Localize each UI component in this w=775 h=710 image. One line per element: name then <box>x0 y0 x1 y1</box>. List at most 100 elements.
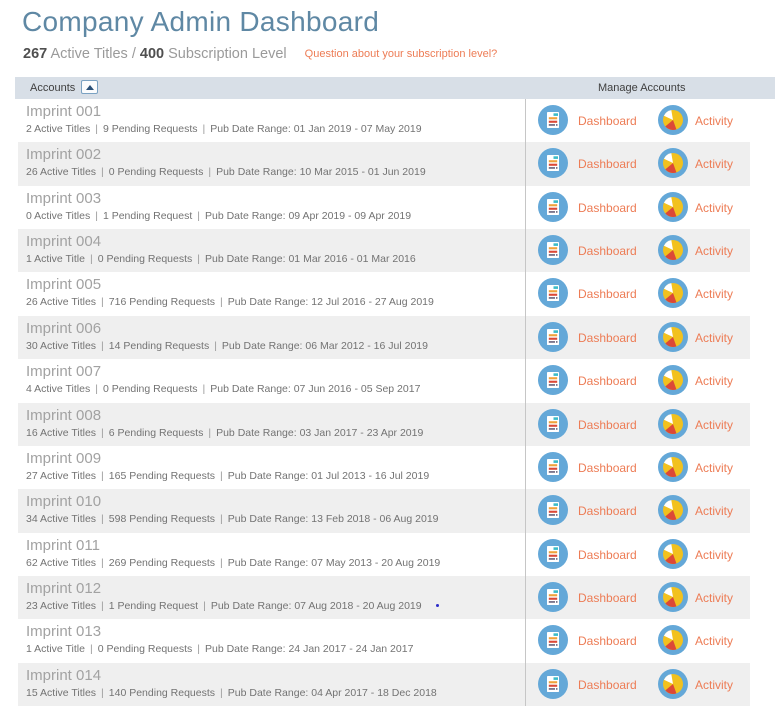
activity-icon[interactable] <box>658 191 688 222</box>
activity-link[interactable]: Activity <box>695 418 733 432</box>
activity-link-label: Activity <box>695 417 734 432</box>
activity-icon[interactable] <box>658 668 688 699</box>
dashboard-link-label: Dashboard <box>578 157 637 172</box>
dashboard-icon[interactable] <box>538 148 568 179</box>
account-name: Imprint 003 <box>26 189 102 207</box>
dashboard-link[interactable]: Dashboard <box>578 331 637 345</box>
activity-link-label: Activity <box>695 200 734 215</box>
activity-link[interactable]: Activity <box>695 591 733 605</box>
activity-link[interactable]: Activity <box>695 157 733 171</box>
dashboard-link-label: Dashboard <box>578 330 637 345</box>
activity-icon[interactable] <box>658 581 688 612</box>
activity-icon[interactable] <box>658 105 688 135</box>
active-titles-count: 267 <box>23 46 48 62</box>
account-row: Imprint 001 2 Active Titles | 9 Pending Re… <box>18 99 750 143</box>
stats-separator: | <box>197 253 200 266</box>
subscription-question-link[interactable]: Question about your subscription level? <box>304 48 498 60</box>
stats-separator: | <box>95 209 98 222</box>
dashboard-icon[interactable] <box>538 278 568 309</box>
account-pub-date-range: Pub Date Range: 07 Jun 2016 - 05 Sep 201… <box>210 383 421 396</box>
activity-icon[interactable] <box>658 278 688 309</box>
dashboard-link[interactable]: Dashboard <box>578 157 637 171</box>
activity-icon[interactable] <box>658 495 688 526</box>
activity-link-label: Activity <box>695 677 734 692</box>
account-active-titles: 0 Active Titles <box>26 209 91 222</box>
account-active-titles: 4 Active Titles <box>26 383 91 396</box>
account-pub-date-range: Pub Date Range: 07 May 2013 - 20 Aug 201… <box>227 556 441 569</box>
dashboard-icon[interactable] <box>538 235 568 266</box>
dashboard-icon[interactable] <box>538 451 568 482</box>
account-stats: 4 Active Titles | 0 Pending Requests | Pub D… <box>18 383 750 396</box>
activity-link[interactable]: Activity <box>695 374 733 388</box>
dashboard-link[interactable]: Dashboard <box>578 591 637 605</box>
account-pending-requests: 14 Pending Requests <box>108 339 210 352</box>
dashboard-link[interactable]: Dashboard <box>578 548 637 562</box>
account-name: Imprint 013 <box>26 623 102 641</box>
dashboard-link[interactable]: Dashboard <box>578 504 637 518</box>
activity-icon[interactable] <box>658 451 688 482</box>
dashboard-link-label: Dashboard <box>578 504 637 519</box>
stats-separator: | <box>220 296 223 309</box>
activity-link[interactable]: Activity <box>695 287 733 301</box>
activity-link[interactable]: Activity <box>695 504 733 518</box>
activity-link[interactable]: Activity <box>695 244 733 258</box>
account-pending-requests: 6 Pending Requests <box>108 426 204 439</box>
dashboard-icon[interactable] <box>538 495 568 526</box>
activity-link-label: Activity <box>695 460 734 475</box>
activity-icon[interactable] <box>658 235 688 266</box>
activity-link[interactable]: Activity <box>695 114 733 128</box>
account-active-titles: 16 Active Titles <box>26 426 97 439</box>
activity-icon[interactable] <box>658 538 688 569</box>
dashboard-icon[interactable] <box>538 668 568 699</box>
dashboard-icon[interactable] <box>538 581 568 612</box>
dashboard-icon[interactable] <box>538 538 568 569</box>
dashboard-link[interactable]: Dashboard <box>578 114 637 128</box>
account-pub-date-range: Pub Date Range: 01 Jul 2013 - 16 Jul 201… <box>227 469 430 482</box>
account-row: Imprint 010 34 Active Titles | 598 Pending… <box>18 489 750 533</box>
dashboard-icon[interactable] <box>538 105 568 135</box>
dashboard-link-label: Dashboard <box>578 677 637 692</box>
account-pub-date-range: Pub Date Range: 09 Apr 2019 - 09 Apr 201… <box>205 209 412 222</box>
dashboard-link[interactable]: Dashboard <box>578 418 637 432</box>
dashboard-icon[interactable] <box>538 321 568 352</box>
dashboard-link[interactable]: Dashboard <box>578 678 637 692</box>
activity-icon[interactable] <box>658 408 688 439</box>
account-active-titles: 62 Active Titles <box>26 556 97 569</box>
account-active-titles: 23 Active Titles <box>26 599 97 612</box>
dashboard-link-label: Dashboard <box>578 200 637 215</box>
activity-link[interactable]: Activity <box>695 461 733 475</box>
dashboard-link[interactable]: Dashboard <box>578 287 637 301</box>
account-stats: 34 Active Titles | 598 Pending Requests | Pu… <box>18 513 750 526</box>
activity-icon[interactable] <box>658 148 688 179</box>
account-stats: 27 Active Titles | 165 Pending Requests | Pu… <box>18 470 750 483</box>
accounts-column-header: Accounts <box>30 82 76 94</box>
activity-icon[interactable] <box>658 321 688 352</box>
account-pending-requests: 140 Pending Requests <box>108 686 216 699</box>
account-active-titles: 27 Active Titles <box>26 469 97 482</box>
activity-icon[interactable] <box>658 365 688 396</box>
stray-dot <box>435 603 439 607</box>
activity-link[interactable]: Activity <box>695 201 733 215</box>
dashboard-link[interactable]: Dashboard <box>578 201 637 215</box>
activity-link[interactable]: Activity <box>695 548 733 562</box>
dashboard-icon[interactable] <box>538 625 568 656</box>
account-pub-date-range: Pub Date Range: 04 Apr 2017 - 18 Dec 201… <box>227 686 437 699</box>
dashboard-link[interactable]: Dashboard <box>578 374 637 388</box>
dashboard-link[interactable]: Dashboard <box>578 634 637 648</box>
dashboard-icon[interactable] <box>538 191 568 222</box>
dashboard-icon[interactable] <box>538 408 568 439</box>
dashboard-link[interactable]: Dashboard <box>578 461 637 475</box>
account-stats: 16 Active Titles | 6 Pending Requests | Pub … <box>18 427 750 440</box>
account-active-titles: 34 Active Titles <box>26 513 97 526</box>
dashboard-icon[interactable] <box>538 365 568 396</box>
account-stats: 1 Active Title | 0 Pending Requests | Pub Da… <box>18 643 750 656</box>
stats-separator: | <box>197 643 200 656</box>
subscription-summary: 267 Active Titles / 400 Subscription Lev… <box>23 46 775 64</box>
account-row: Imprint 008 16 Active Titles | 6 Pending R… <box>18 402 750 446</box>
activity-link[interactable]: Activity <box>695 634 733 648</box>
activity-icon[interactable] <box>658 625 688 656</box>
activity-link[interactable]: Activity <box>695 678 733 692</box>
activity-link[interactable]: Activity <box>695 331 733 345</box>
dashboard-link[interactable]: Dashboard <box>578 244 637 258</box>
sort-accounts-button[interactable] <box>81 80 99 94</box>
